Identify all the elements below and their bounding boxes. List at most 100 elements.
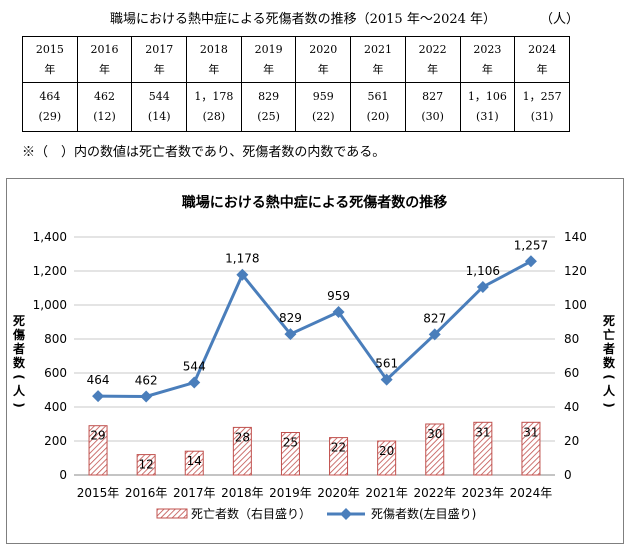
x-tick-label: 2015年 bbox=[77, 486, 120, 500]
year-suffix: 年 bbox=[44, 62, 56, 76]
casualty-value-label: 544 bbox=[183, 360, 206, 374]
y-right-tick-label: 140 bbox=[564, 230, 587, 244]
y-left-tick-label: 0 bbox=[59, 468, 67, 482]
table-title: 職場における熱中症による死傷者数の推移（2015 年～2024 年） bbox=[110, 12, 497, 27]
death-value: (28) bbox=[202, 110, 226, 123]
death-bar bbox=[184, 450, 204, 476]
casualty-line bbox=[98, 259, 532, 398]
casualty-value: 1，257 bbox=[522, 90, 562, 103]
death-bar bbox=[521, 421, 541, 476]
year-number: 2022 bbox=[418, 42, 447, 56]
casualty-value-label: 1,178 bbox=[225, 252, 259, 266]
table-value-cell: 1，106 (31) bbox=[459, 82, 516, 132]
death-bar bbox=[136, 454, 156, 476]
casualty-value: 462 bbox=[94, 90, 116, 103]
death-value: (12) bbox=[93, 110, 116, 123]
death-bar bbox=[329, 437, 349, 476]
death-bar-label: 12 bbox=[139, 458, 154, 472]
x-tick-label: 2017年 bbox=[173, 486, 216, 500]
casualty-marker bbox=[524, 255, 537, 268]
y-left-axis-title: 死 bbox=[13, 314, 25, 328]
y-left-tick-label: 1,000 bbox=[33, 298, 67, 312]
x-tick-label: 2018年 bbox=[221, 486, 264, 500]
casualty-value-label: 1,257 bbox=[514, 238, 548, 252]
y-left-axis-title: 数 bbox=[13, 355, 26, 370]
year-number: 2021 bbox=[363, 42, 392, 56]
y-right-tick-label: 40 bbox=[564, 400, 579, 414]
table-year-cell: 2023 年 bbox=[459, 36, 516, 83]
x-tick-label: 2024年 bbox=[510, 486, 553, 500]
casualty-marker bbox=[476, 280, 489, 293]
table-year-cell: 2020 年 bbox=[295, 36, 352, 83]
death-value: (20) bbox=[366, 110, 390, 123]
death-bar-label: 28 bbox=[235, 430, 250, 444]
table-value-cell: 1，178 (28) bbox=[186, 82, 242, 132]
casualty-value: 544 bbox=[148, 90, 170, 103]
casualty-marker bbox=[92, 390, 105, 403]
table-value-cell: 829 (25) bbox=[240, 82, 297, 132]
death-bar-label: 30 bbox=[427, 427, 442, 441]
year-suffix: 年 bbox=[481, 62, 493, 76]
casualty-marker bbox=[284, 328, 297, 341]
death-bar bbox=[280, 432, 300, 476]
x-tick-label: 2022年 bbox=[413, 486, 456, 500]
year-number: 2017 bbox=[145, 42, 174, 56]
year-number: 2016 bbox=[90, 42, 119, 56]
year-number: 2023 bbox=[473, 42, 502, 56]
x-tick-label: 2019年 bbox=[269, 486, 312, 500]
table-value-cell: 462 (12) bbox=[76, 82, 133, 132]
casualty-value: 1，106 bbox=[467, 90, 507, 103]
year-suffix: 年 bbox=[536, 62, 548, 76]
casualty-value: 464 bbox=[39, 90, 61, 103]
year-number: 2020 bbox=[309, 42, 338, 56]
table-year-cell: 2024 年 bbox=[514, 36, 570, 83]
chart-title: 職場における熱中症による死傷者数の推移 bbox=[182, 194, 448, 211]
death-bar bbox=[88, 425, 108, 476]
casualty-value-label: 464 bbox=[87, 373, 110, 387]
year-number: 2015 bbox=[35, 42, 64, 56]
y-left-axis-title: 者 bbox=[12, 341, 25, 356]
death-value: (22) bbox=[311, 110, 335, 123]
casualty-marker bbox=[380, 373, 393, 386]
casualty-value-label: 1,106 bbox=[466, 264, 500, 278]
table-value-cell: 1，257 (31) bbox=[514, 82, 570, 132]
year-suffix: 年 bbox=[208, 62, 220, 76]
legend-line-label: 死傷者数(左目盛り) bbox=[371, 506, 476, 521]
y-right-axis-title: 死 bbox=[603, 314, 615, 328]
table-value-cell: 561 (20) bbox=[350, 82, 406, 132]
death-bar bbox=[377, 440, 397, 476]
y-right-tick-label: 60 bbox=[564, 366, 579, 380]
casualty-value-label: 462 bbox=[135, 373, 158, 387]
x-tick-label: 2021年 bbox=[365, 486, 408, 500]
year-suffix: 年 bbox=[372, 62, 384, 76]
chart-frame: 職場における熱中症による死傷者数の推移 0 200 400 600 800 1,000 1,2… bbox=[6, 178, 624, 544]
table-year-cell: 2015 年 bbox=[22, 36, 78, 83]
legend-bar-label: 死亡者数（右目盛り） bbox=[191, 506, 311, 521]
y-right-axis-title: 数 bbox=[603, 355, 616, 370]
chart-svg: 職場における熱中症による死傷者数の推移02004006008001,0001,2… bbox=[12, 194, 616, 521]
table-unit: （人） bbox=[540, 12, 580, 27]
x-tick-label: 2016年 bbox=[125, 486, 168, 500]
y-right-tick-label: 0 bbox=[564, 468, 572, 482]
death-bar-label: 14 bbox=[187, 454, 202, 468]
y-right-axis-title: 人 bbox=[603, 383, 616, 398]
year-suffix: 年 bbox=[263, 62, 275, 76]
y-right-tick-label: 100 bbox=[564, 298, 587, 312]
year-number: 2018 bbox=[199, 42, 228, 56]
table-year-cell: 2019 年 bbox=[240, 36, 297, 83]
casualty-marker bbox=[140, 390, 153, 403]
y-right-tick-label: 120 bbox=[564, 264, 587, 278]
death-value: (25) bbox=[257, 110, 280, 123]
death-bar-label: 31 bbox=[475, 425, 490, 439]
casualty-value: 561 bbox=[367, 90, 389, 103]
casualty-marker bbox=[428, 328, 441, 341]
casualty-marker bbox=[236, 268, 249, 281]
y-right-tick-label: 80 bbox=[564, 332, 579, 346]
table-value-cell: 827 (30) bbox=[404, 82, 461, 132]
table-value-cell: 464 (29) bbox=[22, 82, 78, 132]
y-right-axis-title: ( bbox=[602, 374, 616, 379]
year-number: 2024 bbox=[528, 42, 557, 56]
casualty-value-label: 561 bbox=[375, 357, 398, 371]
y-left-axis-title: 傷 bbox=[12, 327, 25, 342]
death-value: (31) bbox=[530, 110, 554, 123]
